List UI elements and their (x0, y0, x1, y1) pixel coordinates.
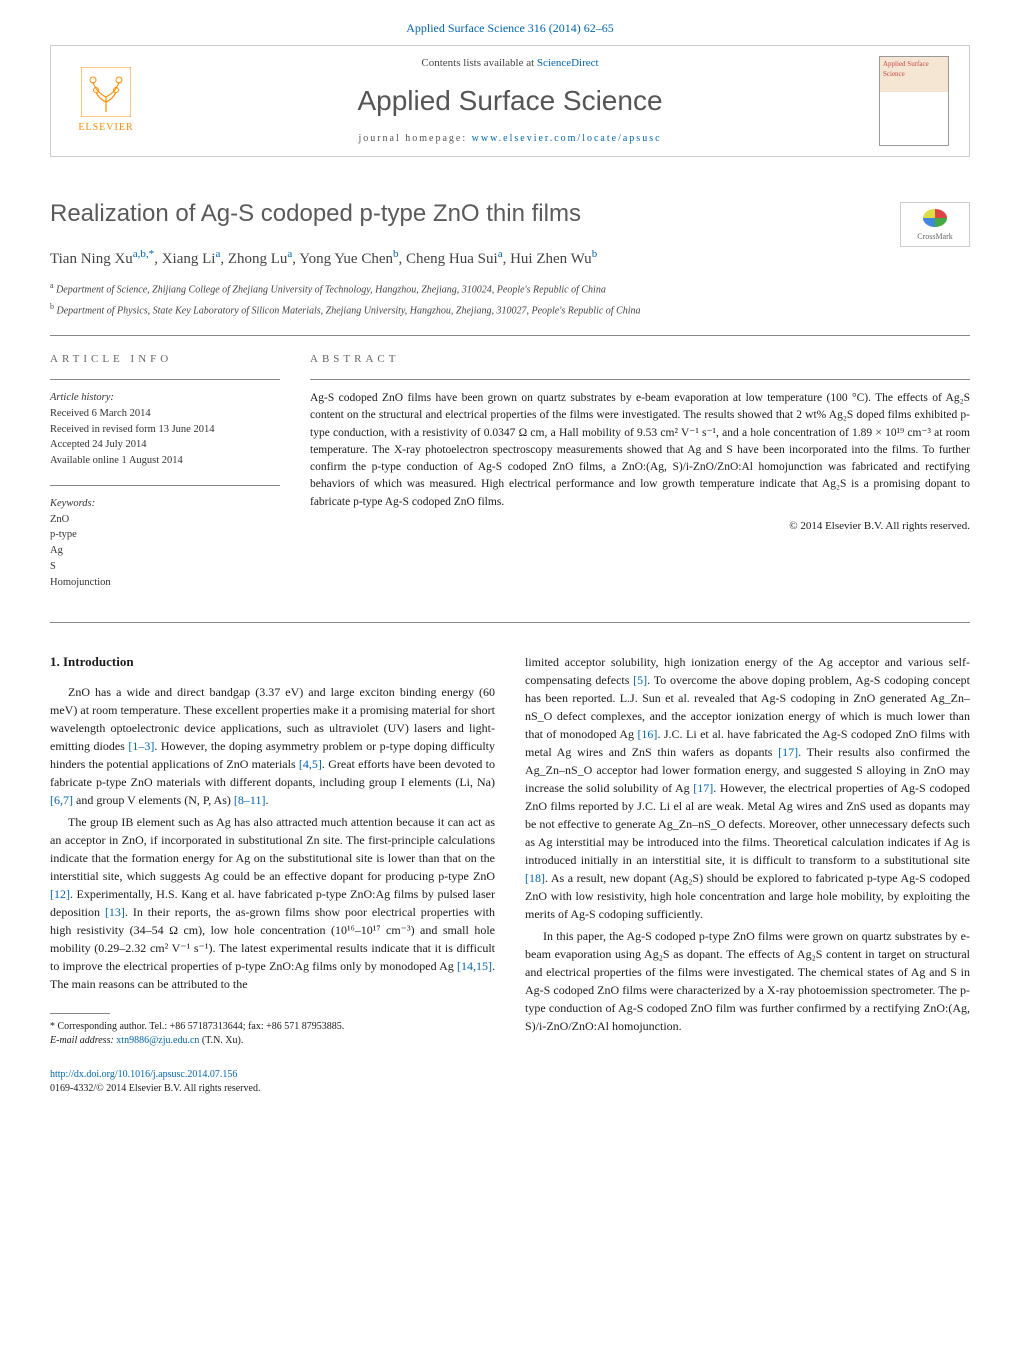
citation-line: Applied Surface Science 316 (2014) 62–65 (0, 0, 1020, 45)
article-info-label: ARTICLE INFO (50, 352, 280, 367)
keywords-label: Keywords: (50, 496, 280, 512)
doi-block: http://dx.doi.org/10.1016/j.apsusc.2014.… (50, 1068, 970, 1096)
issn-copyright: 0169-4332/© 2014 Elsevier B.V. All right… (50, 1082, 970, 1096)
body-paragraph: In this paper, the Ag-S codoped p-type Z… (525, 927, 970, 1035)
corresponding-author-footnote: * Corresponding author. Tel.: +86 571873… (50, 1020, 495, 1048)
homepage-line: journal homepage: www.elsevier.com/locat… (141, 132, 879, 146)
email-suffix: (T.N. Xu). (199, 1035, 243, 1046)
divider (50, 485, 280, 486)
crossmark-badge[interactable]: CrossMark (900, 202, 970, 247)
elsevier-text: ELSEVIER (78, 121, 133, 135)
keyword: S (50, 559, 280, 575)
journal-cover-thumbnail: Applied Surface Science (879, 56, 949, 146)
abstract-label: ABSTRACT (310, 352, 970, 367)
divider (310, 379, 970, 380)
abstract-copyright: © 2014 Elsevier B.V. All rights reserved… (310, 519, 970, 534)
keyword: ZnO (50, 512, 280, 528)
abstract-text: Ag-S codoped ZnO films have been grown o… (310, 390, 970, 511)
footnote-separator (50, 1013, 110, 1014)
authors-line: Tian Ning Xua,b,*, Xiang Lia, Zhong Lua,… (50, 247, 970, 270)
elsevier-logo: ELSEVIER (71, 61, 141, 141)
homepage-prefix: journal homepage: (358, 133, 471, 144)
affiliation: b Department of Physics, State Key Labor… (50, 301, 970, 318)
article-history: Article history: Received 6 March 2014Re… (50, 390, 280, 469)
contents-prefix: Contents lists available at (421, 57, 536, 69)
sciencedirect-link[interactable]: ScienceDirect (537, 57, 599, 69)
keyword: Ag (50, 543, 280, 559)
keywords-block: Keywords: ZnOp-typeAgSHomojunction (50, 496, 280, 591)
doi-link[interactable]: http://dx.doi.org/10.1016/j.apsusc.2014.… (50, 1069, 237, 1080)
history-label: Article history: (50, 390, 280, 406)
divider (50, 622, 970, 623)
article-title: Realization of Ag-S codoped p-type ZnO t… (50, 197, 970, 231)
history-line: Available online 1 August 2014 (50, 453, 280, 469)
email-line: E-mail address: xtn9886@zju.edu.cn (T.N.… (50, 1034, 495, 1048)
abstract-column: ABSTRACT Ag-S codoped ZnO films have bee… (310, 352, 970, 607)
body-paragraph: limited acceptor solubility, high ioniza… (525, 653, 970, 923)
history-line: Received 6 March 2014 (50, 406, 280, 422)
body-paragraph: ZnO has a wide and direct bandgap (3.37 … (50, 683, 495, 809)
article-info-column: ARTICLE INFO Article history: Received 6… (50, 352, 280, 607)
contents-line: Contents lists available at ScienceDirec… (141, 56, 879, 71)
journal-name: Applied Surface Science (141, 81, 879, 120)
email-label: E-mail address: (50, 1035, 116, 1046)
body-columns: 1. Introduction ZnO has a wide and direc… (50, 653, 970, 1048)
history-line: Received in revised form 13 June 2014 (50, 422, 280, 438)
info-abstract-row: ARTICLE INFO Article history: Received 6… (50, 352, 970, 607)
homepage-link[interactable]: www.elsevier.com/locate/apsusc (472, 133, 662, 144)
divider (50, 379, 280, 380)
email-link[interactable]: xtn9886@zju.edu.cn (116, 1035, 199, 1046)
keyword: Homojunction (50, 575, 280, 591)
corr-author-line: * Corresponding author. Tel.: +86 571873… (50, 1020, 495, 1034)
header-center: Contents lists available at ScienceDirec… (141, 56, 879, 147)
affiliation: a Department of Science, Zhijiang Colleg… (50, 280, 970, 297)
body-paragraph: The group IB element such as Ag has also… (50, 813, 495, 993)
elsevier-tree-icon (81, 67, 131, 117)
article-header: CrossMark Realization of Ag-S codoped p-… (50, 197, 970, 318)
journal-header: ELSEVIER Contents lists available at Sci… (50, 45, 970, 158)
section-heading-1: 1. Introduction (50, 653, 495, 671)
divider (50, 335, 970, 336)
body-col-right: limited acceptor solubility, high ioniza… (525, 653, 970, 1048)
history-line: Accepted 24 July 2014 (50, 437, 280, 453)
keyword: p-type (50, 527, 280, 543)
body-col-left: 1. Introduction ZnO has a wide and direc… (50, 653, 495, 1048)
